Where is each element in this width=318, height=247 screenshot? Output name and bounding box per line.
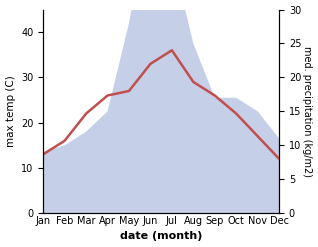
X-axis label: date (month): date (month) [120, 231, 202, 242]
Y-axis label: max temp (C): max temp (C) [5, 75, 16, 147]
Y-axis label: med. precipitation (kg/m2): med. precipitation (kg/m2) [302, 46, 313, 177]
